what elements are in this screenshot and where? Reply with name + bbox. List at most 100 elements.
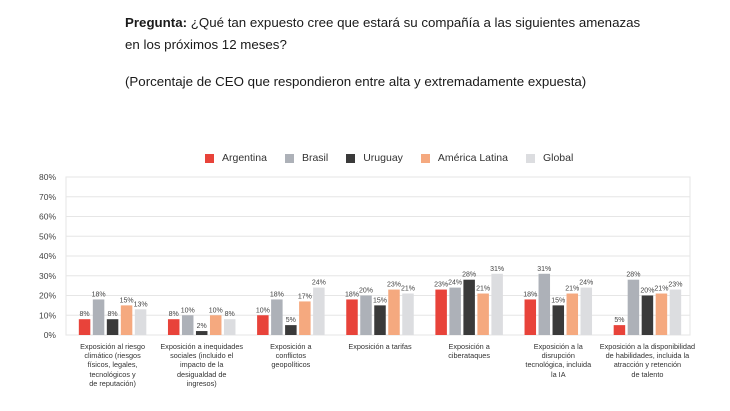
bar-uruguay bbox=[552, 305, 565, 335]
bar-argentina bbox=[346, 299, 358, 335]
x-category-label-line: ingresos) bbox=[186, 378, 217, 388]
legend-item: Uruguay bbox=[346, 152, 403, 164]
legend-label: Argentina bbox=[222, 152, 267, 164]
data-label: 24% bbox=[448, 280, 462, 287]
x-category-label-line: físicos, legales, bbox=[87, 360, 138, 370]
data-label: 18% bbox=[270, 291, 284, 298]
data-label: 21% bbox=[476, 286, 490, 293]
legend-swatch bbox=[284, 153, 294, 163]
data-label: 5% bbox=[286, 317, 296, 324]
data-label: 8% bbox=[169, 311, 179, 318]
x-category-label-line: Exposición a la bbox=[533, 342, 583, 351]
x-category-label-line: conflictos bbox=[275, 351, 307, 361]
data-label: 15% bbox=[373, 297, 387, 304]
x-category-label: Exposición a inequidades sociales (inclui… bbox=[156, 342, 248, 388]
bar-uruguay bbox=[463, 279, 475, 335]
data-label: 10% bbox=[181, 307, 195, 314]
bar-global bbox=[223, 319, 236, 335]
data-label: 8% bbox=[108, 311, 118, 318]
x-category-label-line: la IA bbox=[550, 369, 566, 379]
bar-uruguay bbox=[195, 331, 208, 335]
y-tick-label: 80% bbox=[39, 172, 56, 182]
x-category-label-line: Exposición a bbox=[270, 342, 312, 351]
question-label: Pregunta: bbox=[125, 15, 188, 30]
x-category-label-line: tecnológicos y bbox=[89, 369, 136, 379]
data-label: 21% bbox=[654, 286, 668, 293]
bar-argentina bbox=[524, 299, 537, 335]
bar-américa-latina bbox=[655, 293, 668, 335]
data-label: 24% bbox=[579, 280, 593, 287]
x-category-label-line: Exposición a tarifas bbox=[348, 342, 412, 351]
bar-brasil bbox=[92, 299, 105, 335]
bar-brasil bbox=[271, 299, 283, 335]
bar-brasil bbox=[538, 273, 551, 335]
x-category-label: Exposición a la disponibilidad de habilid… bbox=[592, 342, 702, 379]
data-label: 28% bbox=[462, 272, 476, 279]
bar-uruguay bbox=[106, 319, 119, 335]
bar-uruguay bbox=[374, 305, 386, 335]
bar-uruguay bbox=[285, 325, 297, 335]
bar-brasil bbox=[449, 287, 461, 335]
x-category-label-line: Exposición a la disponibilidad bbox=[599, 342, 696, 351]
data-label: 13% bbox=[134, 301, 148, 308]
x-category-label-line: de habilidades, incluida la bbox=[605, 351, 690, 361]
data-label: 18% bbox=[523, 291, 537, 298]
data-label: 20% bbox=[640, 288, 654, 295]
y-tick-label: 30% bbox=[39, 271, 56, 281]
bar-global bbox=[491, 273, 503, 335]
x-category-label-line: impacto de la bbox=[180, 360, 224, 370]
bar-américa-latina bbox=[299, 301, 311, 335]
bar-américa-latina bbox=[209, 315, 222, 335]
x-category-label: Exposición a ciberataques bbox=[423, 342, 515, 360]
bar-argentina bbox=[435, 289, 447, 335]
legend-label: Uruguay bbox=[363, 152, 403, 164]
y-tick-label: 0% bbox=[44, 330, 57, 340]
data-label: 24% bbox=[312, 280, 326, 287]
y-tick-label: 50% bbox=[39, 231, 56, 241]
x-category-label-line: sociales (incluido el bbox=[170, 351, 234, 361]
bar-argentina bbox=[257, 315, 269, 335]
bar-global bbox=[402, 293, 414, 335]
data-label: 10% bbox=[256, 307, 270, 314]
bar-global bbox=[580, 287, 593, 335]
bar-argentina bbox=[613, 325, 626, 335]
legend-swatch bbox=[205, 153, 214, 163]
data-label: 8% bbox=[225, 311, 235, 318]
bar-brasil bbox=[181, 315, 194, 335]
legend-item: América Latina bbox=[420, 152, 508, 164]
data-label: 18% bbox=[92, 291, 106, 298]
bar-global bbox=[134, 309, 147, 335]
x-category-label-line: tecnológica, incluida bbox=[525, 360, 592, 370]
data-label: 23% bbox=[668, 282, 682, 289]
x-category-label-line: ciberataques bbox=[448, 351, 491, 361]
bar-global bbox=[669, 289, 682, 335]
legend-item: Argentina bbox=[205, 152, 267, 164]
data-label: 23% bbox=[387, 282, 401, 289]
x-category-label-line: de reputación) bbox=[89, 378, 136, 388]
chart-legend: Argentina Brasil Uruguay América Latina Glob… bbox=[205, 152, 573, 164]
x-category-label: Exposición a la disrupción tecnológica, in… bbox=[512, 342, 604, 379]
data-label: 18% bbox=[345, 291, 359, 298]
x-category-label: Exposición a tarifas bbox=[334, 342, 426, 351]
x-category-label-line: geopolíticos bbox=[271, 360, 311, 370]
data-label: 17% bbox=[298, 293, 312, 300]
legend-label: Global bbox=[542, 152, 574, 164]
x-category-label-line: Exposición a inequidades bbox=[160, 342, 244, 351]
legend-label: América Latina bbox=[437, 152, 508, 164]
x-category-label-line: Exposición al riesgo bbox=[80, 342, 146, 351]
data-label: 28% bbox=[626, 272, 640, 279]
data-label: 31% bbox=[490, 266, 504, 273]
legend-swatch bbox=[346, 153, 356, 163]
legend-item: Brasil bbox=[284, 152, 328, 164]
y-tick-label: 40% bbox=[39, 251, 56, 261]
bar-américa-latina bbox=[120, 305, 133, 335]
bar-brasil bbox=[360, 295, 372, 335]
x-category-label-line: disrupción bbox=[541, 351, 575, 361]
data-label: 15% bbox=[551, 297, 565, 304]
bar-argentina bbox=[78, 319, 91, 335]
x-category-label-line: Exposición a bbox=[448, 342, 490, 351]
bar-brasil bbox=[627, 279, 640, 335]
bar-américa-latina bbox=[566, 293, 579, 335]
chart-subtitle: (Porcentaje de CEO que respondieron entr… bbox=[125, 74, 587, 89]
